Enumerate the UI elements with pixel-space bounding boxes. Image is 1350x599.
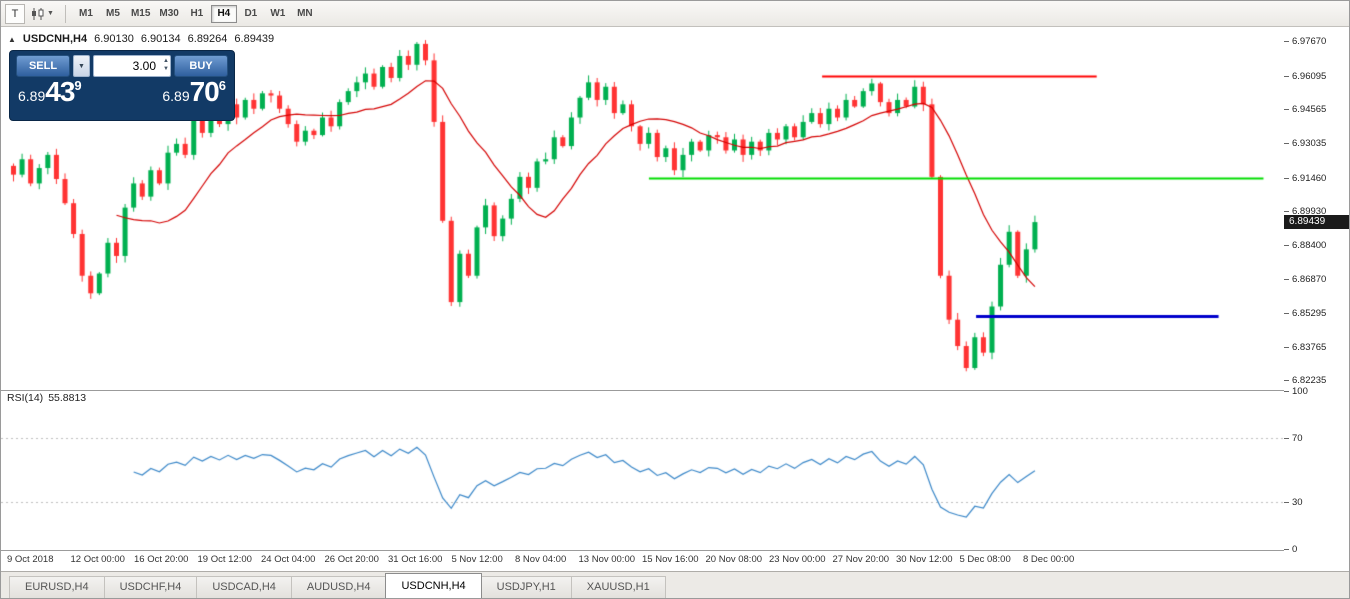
- date-label: 23 Nov 00:00: [769, 554, 826, 565]
- ohlc-header: ▲ USDCNH,H4 6.90130 6.90134 6.89264 6.89…: [8, 33, 274, 45]
- timeframe-button-w1[interactable]: W1: [270, 8, 286, 19]
- timeframe-button-mn[interactable]: MN: [297, 8, 313, 19]
- volume-dropdown-button[interactable]: ▼: [73, 55, 90, 77]
- date-label: 9 Oct 2018: [7, 554, 54, 565]
- date-label: 8 Dec 00:00: [1023, 554, 1075, 565]
- date-label: 26 Oct 20:00: [324, 554, 379, 565]
- buy-button[interactable]: BUY: [174, 55, 228, 77]
- rsi-indicator-label: RSI(14) 55.8813: [7, 392, 86, 404]
- timeframe-button-m5[interactable]: M5: [105, 8, 120, 19]
- price-axis-label: 6.82235: [1283, 375, 1327, 387]
- tab-usdchf-h4[interactable]: USDCHF,H4: [103, 576, 198, 598]
- date-label: 12 Oct 00:00: [70, 554, 125, 565]
- date-label: 8 Nov 04:00: [515, 554, 567, 565]
- date-label: 19 Oct 12:00: [197, 554, 252, 565]
- price-axis-label: 6.93035: [1283, 138, 1327, 150]
- rsi-axis-label: 0: [1283, 544, 1298, 555]
- symbol-title: USDCNH,H4: [22, 33, 88, 45]
- tab-audusd-h4[interactable]: AUDUSD,H4: [290, 576, 387, 598]
- rsi-axis-label: 30: [1284, 496, 1303, 508]
- tab-xauusd-h1[interactable]: XAUUSD,H1: [570, 576, 666, 598]
- buy-price-big: 70: [189, 76, 220, 107]
- price-axis-label: 6.96095: [1283, 70, 1327, 82]
- current-price-badge: 6.89439: [1284, 215, 1349, 230]
- buy-price-sup: 6: [218, 78, 226, 93]
- date-label: 27 Nov 20:00: [832, 554, 890, 565]
- sell-price-big: 43: [45, 76, 75, 107]
- date-label: 30 Nov 12:00: [896, 554, 953, 565]
- sell-button[interactable]: SELL: [16, 55, 70, 77]
- tab-usdcnh-h4[interactable]: USDCNH,H4: [385, 573, 482, 598]
- rsi-axis-label: 70: [1284, 433, 1303, 445]
- candlestick-chart-icon: [32, 7, 44, 20]
- rsi-chart[interactable]: [1, 391, 1284, 549]
- sell-price-prefix: 6.89: [18, 88, 46, 104]
- chart-window-icon[interactable]: T: [5, 3, 25, 24]
- date-label: 5 Dec 08:00: [959, 554, 1011, 565]
- date-label: 5 Nov 12:00: [451, 554, 503, 565]
- tab-usdcad-h4[interactable]: USDCAD,H4: [196, 576, 292, 598]
- top-toolbar: T ▼ M1 M5 M15 M30 H1 H4 D1 W1 MN: [1, 1, 1349, 27]
- collapse-panel-icon[interactable]: ▲: [8, 34, 16, 44]
- buy-price-prefix: 6.89: [162, 88, 190, 104]
- date-axis[interactable]: 9 Oct 2018 12 Oct 00:00 16 Oct 20:00 19 Oct…: [1, 550, 1284, 567]
- price-axis-label: 6.85295: [1283, 308, 1327, 320]
- one-click-trade-panel: SELL ▼ ▲▼ BUY 6.89 43 9 6.89 70 6: [9, 50, 235, 121]
- rsi-axis-label: 100: [1284, 386, 1308, 397]
- timeframe-button-m30[interactable]: M30: [159, 8, 179, 19]
- price-axis-label: 6.83765: [1283, 341, 1327, 353]
- timeframe-button-m15[interactable]: M15: [130, 8, 151, 19]
- sell-price[interactable]: 6.89 43 9: [18, 78, 82, 106]
- ohlc-high: 6.90134: [140, 33, 181, 45]
- price-axis-label: 6.97670: [1283, 36, 1327, 48]
- tab-usdjpy-h1[interactable]: USDJPY,H1: [480, 576, 572, 598]
- timeframe-toolbar: M1 M5 M15 M30 H1 H4 D1 W1 MN: [73, 4, 318, 23]
- rsi-value: 55.8813: [48, 392, 87, 404]
- buy-price[interactable]: 6.89 70 6: [162, 78, 226, 106]
- volume-input[interactable]: [93, 55, 171, 77]
- tab-eurusd-h4[interactable]: EURUSD,H4: [9, 576, 105, 598]
- symbol-tabs: EURUSD,H4 USDCHF,H4 USDCAD,H4 AUDUSD,H4 USDC…: [1, 571, 1349, 598]
- ohlc-close: 6.89439: [234, 33, 275, 45]
- date-label: 13 Nov 00:00: [578, 554, 636, 565]
- date-label: 20 Nov 08:00: [705, 554, 763, 565]
- rsi-name: RSI(14): [7, 392, 44, 404]
- volume-spinner[interactable]: ▲ ▼: [163, 58, 169, 72]
- pane-separator[interactable]: [1, 390, 1349, 391]
- date-label: 31 Oct 16:00: [388, 554, 443, 565]
- timeframe-button-h4[interactable]: H4: [210, 4, 237, 23]
- chevron-down-icon: ▼: [47, 10, 54, 17]
- toolbar-separator: [64, 4, 66, 23]
- timeframe-button-m1[interactable]: M1: [78, 8, 93, 19]
- date-label: 15 Nov 16:00: [642, 554, 699, 565]
- price-axis-label: 6.88400: [1283, 239, 1327, 251]
- price-axis-label: 6.86870: [1283, 273, 1327, 285]
- price-axis-label: 6.94565: [1283, 104, 1327, 116]
- date-label: 16 Oct 20:00: [134, 554, 189, 565]
- price-axis[interactable]: 6.97670 6.96095 6.94565 6.93035 6.91460 6.899…: [1283, 27, 1349, 572]
- ohlc-open: 6.90130: [94, 33, 134, 45]
- price-axis-label: 6.89930: [1283, 206, 1327, 218]
- price-axis-label: 6.91460: [1283, 172, 1327, 184]
- date-label: 24 Oct 04:00: [261, 554, 316, 565]
- sell-price-sup: 9: [74, 78, 82, 93]
- timeframe-button-h1[interactable]: H1: [190, 8, 204, 19]
- ohlc-low: 6.89264: [187, 33, 228, 45]
- chart-type-icon[interactable]: ▼: [27, 4, 58, 24]
- timeframe-button-d1[interactable]: D1: [244, 8, 258, 19]
